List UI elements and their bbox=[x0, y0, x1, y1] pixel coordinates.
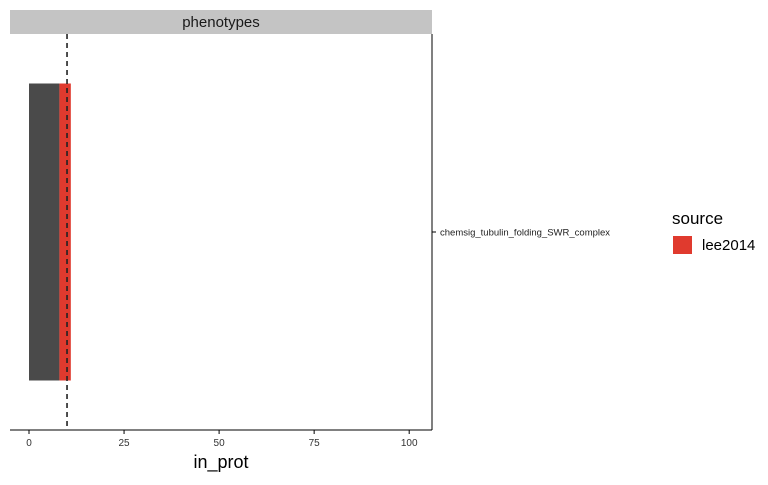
x-tick-label: 100 bbox=[401, 438, 418, 449]
bar-lee2014-0 bbox=[59, 83, 71, 381]
x-tick-label: 0 bbox=[26, 438, 32, 449]
legend: source lee2014 bbox=[672, 209, 755, 254]
facet-title: phenotypes bbox=[182, 14, 260, 31]
y-tick-label: chemsig_tubulin_folding_SWR_complex bbox=[440, 228, 610, 239]
legend-label-lee2014: lee2014 bbox=[702, 237, 755, 254]
legend-entries: lee2014 bbox=[673, 236, 755, 254]
facet-strip bbox=[10, 10, 432, 34]
x-tick-label: 50 bbox=[214, 438, 226, 449]
x-axis-label: in_prot bbox=[193, 452, 248, 473]
bars-layer bbox=[29, 83, 71, 381]
y-ticks-layer: chemsig_tubulin_folding_SWR_complex bbox=[432, 228, 610, 239]
x-ticks-layer: 0 25 50 75 100 bbox=[26, 430, 418, 449]
legend-swatch-lee2014 bbox=[673, 236, 692, 254]
legend-title: source bbox=[672, 209, 723, 228]
x-tick-label: 25 bbox=[118, 438, 130, 449]
bar-series-0-0 bbox=[29, 83, 60, 381]
x-tick-label: 75 bbox=[309, 438, 321, 449]
